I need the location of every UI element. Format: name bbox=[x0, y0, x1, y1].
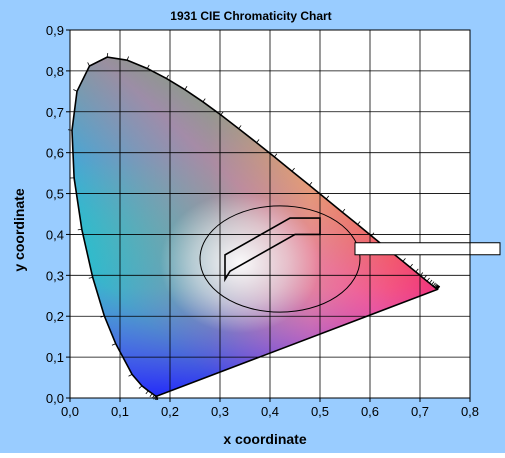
x-tick-label: 0,7 bbox=[411, 404, 429, 419]
x-tick-label: 0,4 bbox=[261, 404, 279, 419]
callout-box bbox=[355, 243, 500, 255]
x-tick-label: 0,1 bbox=[111, 404, 129, 419]
x-axis-label: x coordinate bbox=[223, 431, 306, 447]
x-tick-label: 0,0 bbox=[61, 404, 79, 419]
y-axis-label: y coordinate bbox=[11, 188, 27, 271]
x-tick-label: 0,3 bbox=[211, 404, 229, 419]
y-tick-label: 0,8 bbox=[46, 64, 64, 79]
y-tick-label: 0,9 bbox=[46, 23, 64, 38]
y-tick-label: 0,0 bbox=[46, 391, 64, 406]
chart-title: 1931 CIE Chromaticity Chart bbox=[170, 9, 331, 23]
x-tick-label: 0,5 bbox=[311, 404, 329, 419]
x-tick-label: 0,8 bbox=[461, 404, 479, 419]
x-tick-label: 0,2 bbox=[161, 404, 179, 419]
x-tick-label: 0,6 bbox=[361, 404, 379, 419]
y-tick-label: 0,5 bbox=[46, 187, 64, 202]
y-tick-label: 0,1 bbox=[46, 350, 64, 365]
y-tick-label: 0,3 bbox=[46, 268, 64, 283]
y-tick-label: 0,6 bbox=[46, 146, 64, 161]
y-tick-label: 0,7 bbox=[46, 105, 64, 120]
y-tick-label: 0,4 bbox=[46, 227, 64, 242]
y-tick-label: 0,2 bbox=[46, 309, 64, 324]
